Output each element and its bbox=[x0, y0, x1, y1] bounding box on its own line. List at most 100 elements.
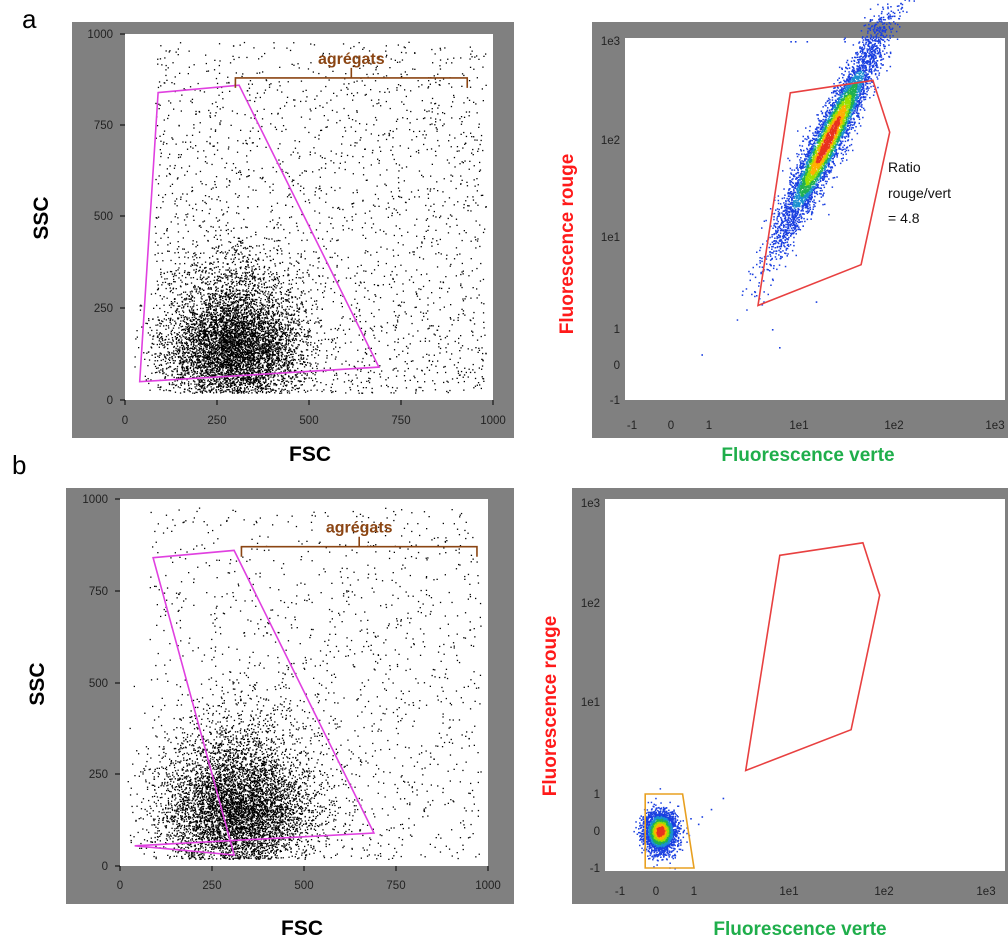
data-point bbox=[224, 361, 226, 363]
data-point bbox=[272, 315, 275, 317]
data-point bbox=[197, 331, 199, 333]
data-point bbox=[258, 282, 260, 284]
data-point bbox=[202, 356, 204, 358]
data-point bbox=[178, 356, 180, 359]
data-point bbox=[210, 371, 212, 373]
data-point bbox=[213, 309, 215, 312]
data-point bbox=[182, 370, 184, 372]
data-point bbox=[277, 312, 279, 314]
data-point bbox=[286, 352, 288, 354]
data-point bbox=[232, 377, 235, 379]
data-point bbox=[245, 347, 247, 349]
data-point bbox=[224, 296, 227, 298]
data-point bbox=[247, 265, 249, 267]
data-point bbox=[227, 351, 229, 353]
data-point bbox=[195, 270, 197, 273]
data-point bbox=[210, 351, 212, 353]
data-point bbox=[180, 337, 182, 339]
data-point bbox=[232, 336, 234, 338]
data-point bbox=[214, 329, 216, 331]
data-point bbox=[290, 291, 292, 293]
data-point bbox=[204, 365, 206, 367]
data-point bbox=[246, 377, 248, 379]
data-point bbox=[281, 342, 283, 344]
data-point bbox=[263, 340, 265, 343]
data-point bbox=[185, 283, 187, 285]
data-point bbox=[185, 347, 188, 349]
data-point bbox=[201, 303, 203, 305]
data-point bbox=[248, 323, 250, 325]
data-point bbox=[262, 347, 264, 349]
data-point bbox=[245, 312, 247, 314]
data-point bbox=[186, 332, 188, 334]
data-point bbox=[176, 368, 178, 370]
data-point bbox=[224, 312, 226, 314]
data-point bbox=[265, 353, 267, 355]
data-point bbox=[243, 324, 245, 326]
data-point bbox=[291, 362, 293, 364]
data-point bbox=[255, 344, 257, 346]
data-point bbox=[194, 255, 196, 257]
data-point bbox=[279, 287, 281, 290]
data-point bbox=[214, 315, 216, 317]
data-point bbox=[270, 322, 273, 325]
data-point bbox=[209, 293, 212, 296]
data-point bbox=[228, 275, 230, 277]
data-point bbox=[151, 347, 153, 349]
data-point bbox=[256, 343, 258, 345]
data-point bbox=[200, 333, 202, 335]
data-point bbox=[225, 386, 227, 388]
data-point bbox=[326, 350, 328, 352]
data-point bbox=[231, 388, 233, 390]
data-point bbox=[181, 364, 183, 366]
data-point bbox=[269, 342, 271, 344]
data-point bbox=[295, 328, 297, 331]
data-point bbox=[206, 318, 209, 320]
data-point bbox=[235, 300, 238, 302]
data-point bbox=[234, 310, 236, 312]
data-point bbox=[251, 325, 253, 327]
data-point bbox=[265, 358, 267, 361]
data-point bbox=[241, 360, 243, 363]
data-point bbox=[241, 305, 243, 307]
data-point bbox=[196, 257, 198, 259]
data-point bbox=[198, 225, 200, 227]
data-point bbox=[199, 269, 201, 271]
data-point bbox=[261, 358, 264, 360]
data-point bbox=[174, 360, 176, 362]
data-point bbox=[232, 370, 234, 372]
data-point bbox=[242, 317, 245, 319]
data-point bbox=[232, 290, 234, 292]
data-point bbox=[232, 307, 234, 309]
data-point bbox=[246, 342, 249, 344]
data-point bbox=[151, 342, 153, 345]
data-point bbox=[162, 371, 164, 373]
data-point bbox=[237, 389, 240, 391]
data-point bbox=[156, 360, 159, 362]
data-point bbox=[217, 275, 219, 278]
data-point bbox=[242, 322, 244, 324]
data-point bbox=[163, 347, 165, 349]
data-point bbox=[204, 355, 206, 357]
data-point bbox=[238, 339, 240, 342]
data-point bbox=[275, 349, 277, 351]
data-point bbox=[288, 362, 290, 364]
data-point bbox=[262, 354, 264, 356]
data-point bbox=[316, 345, 318, 347]
data-point bbox=[234, 324, 236, 326]
data-point bbox=[263, 266, 265, 269]
data-point bbox=[263, 335, 265, 337]
data-point bbox=[226, 337, 229, 339]
data-point bbox=[247, 328, 249, 330]
data-point bbox=[215, 316, 217, 318]
data-point bbox=[232, 260, 235, 263]
data-point bbox=[225, 253, 228, 255]
data-point bbox=[194, 392, 196, 394]
data-point bbox=[200, 300, 202, 303]
data-point bbox=[231, 392, 234, 394]
data-point bbox=[210, 312, 212, 314]
data-point bbox=[261, 391, 264, 394]
data-point bbox=[170, 259, 172, 262]
data-point bbox=[191, 347, 193, 349]
data-point bbox=[243, 316, 246, 318]
